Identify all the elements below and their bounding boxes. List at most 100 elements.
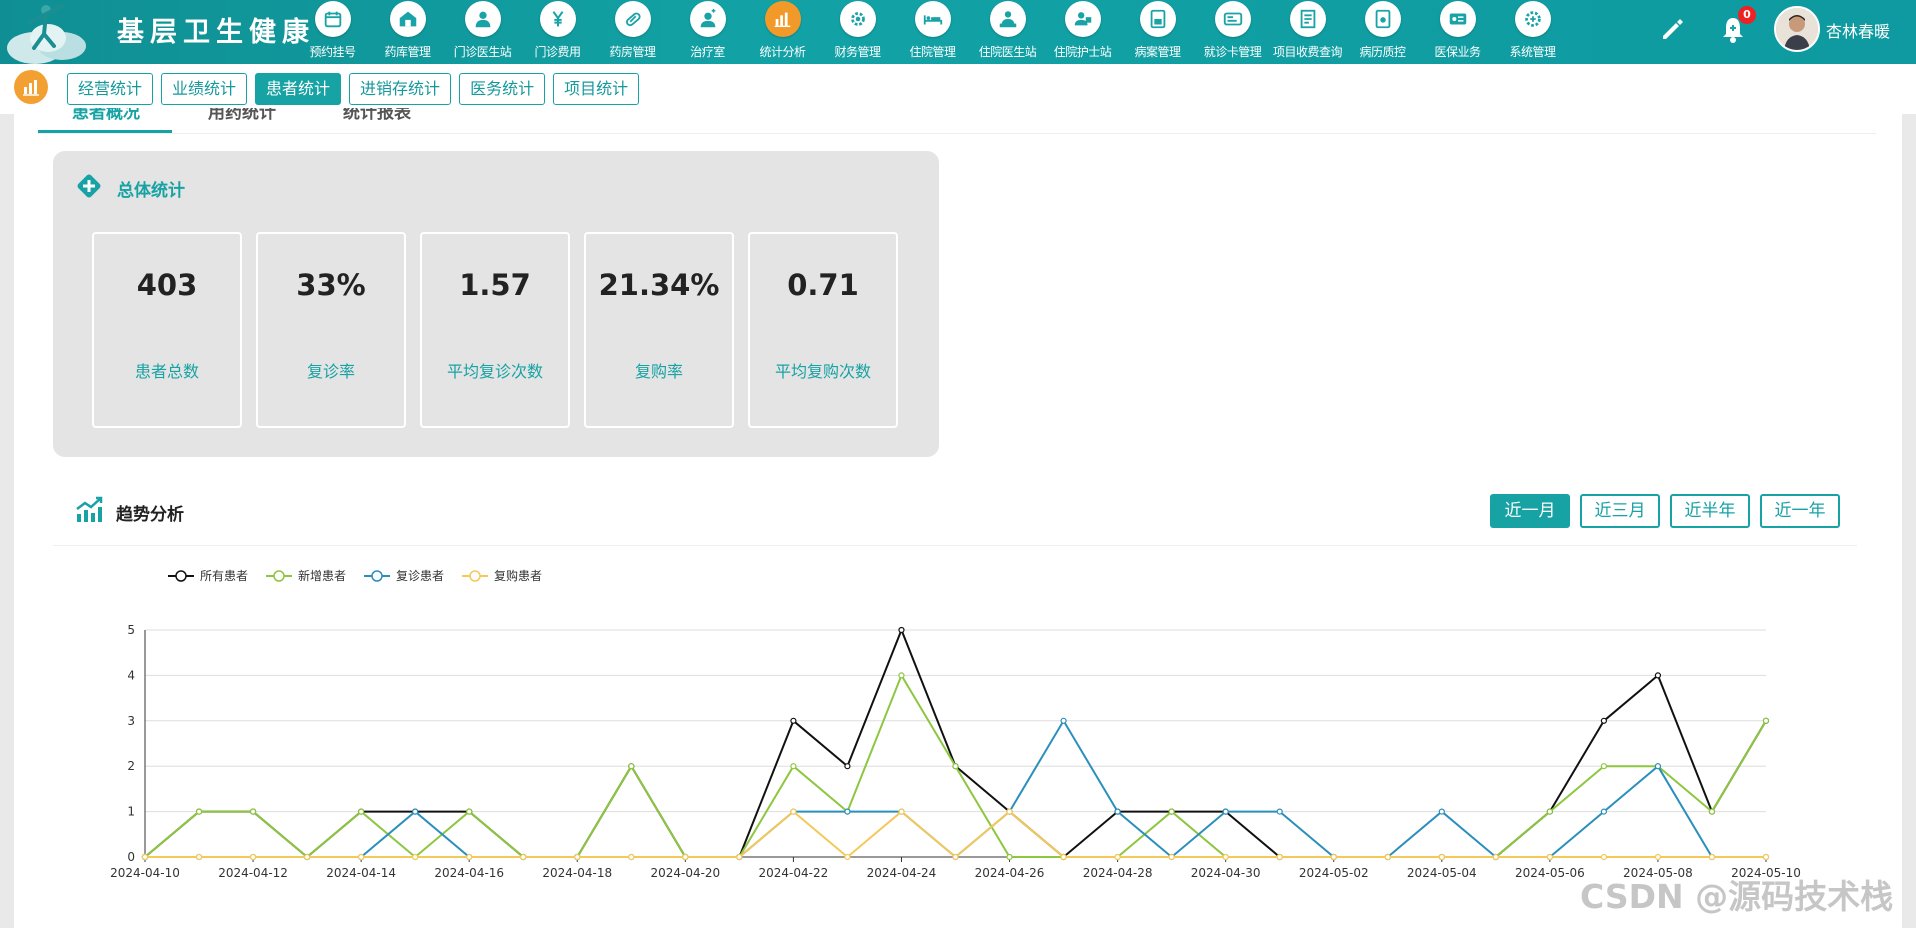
kpi-revisit-rate: 33% 复诊率 bbox=[256, 232, 406, 428]
data-point bbox=[1438, 853, 1445, 861]
data-point bbox=[1114, 808, 1121, 815]
warehouse-icon bbox=[389, 1, 426, 37]
nav-item-15[interactable]: 医保业务 bbox=[1420, 0, 1495, 64]
kpi-value: 0.71 bbox=[787, 268, 859, 302]
kpi-avg-repurchases: 0.71 平均复购次数 bbox=[748, 232, 898, 428]
data-point bbox=[1546, 853, 1553, 861]
data-point bbox=[898, 808, 905, 815]
data-point bbox=[844, 763, 851, 770]
nav-item-5[interactable]: 治疗室 bbox=[670, 0, 745, 64]
data-point bbox=[1060, 853, 1067, 861]
data-point bbox=[1654, 672, 1662, 679]
x-tick-label: 2024-04-28 bbox=[1083, 866, 1153, 880]
tab-medication-stats[interactable]: 用药统计 bbox=[208, 108, 276, 123]
statistics-subtabs: 经营统计 业绩统计 患者统计 进销存统计 医务统计 项目统计 bbox=[67, 73, 640, 105]
invoice-icon bbox=[1289, 1, 1326, 37]
nav-item-14[interactable]: 病历质控 bbox=[1345, 0, 1420, 64]
data-point bbox=[574, 853, 581, 861]
subtab-4[interactable]: 医务统计 bbox=[459, 73, 546, 105]
data-point bbox=[952, 763, 959, 770]
x-tick-label: 2024-04-18 bbox=[542, 866, 612, 880]
nav-item-13[interactable]: 项目收费查询 bbox=[1270, 0, 1345, 64]
legend-label: 复购患者 bbox=[494, 568, 542, 583]
tab-patient-overview[interactable]: 患者概况 bbox=[72, 108, 140, 123]
nav-item-label: 预约挂号 bbox=[309, 45, 356, 59]
range-button-2[interactable]: 近半年 bbox=[1670, 494, 1750, 528]
nav-item-2[interactable]: 门诊医生站 bbox=[445, 0, 520, 64]
data-point bbox=[1168, 853, 1175, 861]
bed-icon bbox=[914, 1, 951, 37]
subtab-2[interactable]: 患者统计 bbox=[255, 73, 342, 105]
x-tick-label: 2024-05-02 bbox=[1299, 866, 1369, 880]
subtab-5[interactable]: 项目统计 bbox=[553, 73, 640, 105]
nav-item-0[interactable]: 预约挂号 bbox=[295, 0, 370, 64]
range-button-3[interactable]: 近一年 bbox=[1760, 494, 1840, 528]
data-point bbox=[844, 853, 851, 861]
data-point bbox=[736, 853, 743, 861]
avatar[interactable] bbox=[1774, 6, 1820, 52]
user-name[interactable]: 杏林春暖 bbox=[1826, 22, 1891, 41]
x-tick-label: 2024-05-06 bbox=[1515, 866, 1585, 880]
trend-chart-icon bbox=[76, 496, 103, 522]
id-card-icon bbox=[1439, 1, 1476, 37]
nurse-icon bbox=[689, 1, 726, 37]
data-point bbox=[790, 808, 797, 815]
app-title: 基层卫生健康 bbox=[117, 17, 315, 48]
range-button-1[interactable]: 近三月 bbox=[1580, 494, 1660, 528]
kpi-value: 403 bbox=[136, 268, 198, 302]
x-tick-label: 2024-04-24 bbox=[867, 866, 937, 880]
subtab-0[interactable]: 经营统计 bbox=[67, 73, 154, 105]
nav-item-1[interactable]: 药库管理 bbox=[370, 0, 445, 64]
nav-item-8[interactable]: 住院管理 bbox=[895, 0, 970, 64]
main-nav: 预约挂号 药库管理 门诊医生站 门诊费用 药房管理 治疗室 统计分析 财务管理 住院管理 住院医生… bbox=[295, 0, 1570, 64]
data-point bbox=[1330, 853, 1337, 861]
series-line-0 bbox=[144, 627, 1767, 859]
kpi-repurchase-rate: 21.34% 复购率 bbox=[584, 232, 734, 428]
tab-stat-reports[interactable]: 统计报表 bbox=[343, 108, 411, 123]
nav-item-11[interactable]: 病案管理 bbox=[1120, 0, 1195, 64]
subtab-3[interactable]: 进销存统计 bbox=[349, 73, 452, 105]
y-tick-label: 1 bbox=[127, 805, 135, 819]
data-point bbox=[1006, 808, 1013, 815]
nav-item-12[interactable]: 就诊卡管理 bbox=[1195, 0, 1270, 64]
kpi-value: 1.57 bbox=[459, 268, 531, 302]
data-point bbox=[1384, 853, 1391, 861]
data-point bbox=[249, 853, 257, 861]
data-point bbox=[141, 853, 149, 861]
nav-item-3[interactable]: 门诊费用 bbox=[520, 0, 595, 64]
card-icon bbox=[1214, 1, 1251, 37]
legend-label: 新增患者 bbox=[298, 568, 346, 583]
nav-item-16[interactable]: 系统管理 bbox=[1495, 0, 1570, 64]
data-point bbox=[628, 763, 635, 770]
nav-item-9[interactable]: 住院医生站 bbox=[970, 0, 1045, 64]
data-point bbox=[1060, 717, 1067, 724]
data-point bbox=[249, 808, 257, 815]
data-point bbox=[412, 853, 419, 861]
data-point bbox=[1492, 853, 1499, 861]
page-tabs: 患者概况 用药统计 统计报表 bbox=[38, 108, 438, 134]
range-button-0[interactable]: 近一月 bbox=[1490, 494, 1570, 528]
y-tick-label: 5 bbox=[127, 623, 135, 637]
data-point bbox=[195, 808, 203, 815]
yen-icon bbox=[539, 1, 576, 37]
data-point bbox=[682, 853, 689, 861]
nav-item-label: 门诊医生站 bbox=[453, 45, 512, 59]
data-point bbox=[952, 853, 959, 861]
data-point bbox=[412, 808, 419, 815]
legend-label: 所有患者 bbox=[200, 569, 248, 583]
pencil-icon[interactable] bbox=[1657, 14, 1687, 44]
data-point bbox=[1276, 853, 1283, 861]
kpi-value: 21.34% bbox=[598, 268, 720, 302]
nav-item-6[interactable]: 统计分析 bbox=[745, 0, 820, 64]
bell-icon[interactable] bbox=[1718, 14, 1748, 44]
data-point bbox=[1600, 808, 1608, 815]
bar-chart-icon bbox=[764, 1, 801, 37]
kpi-avg-revisits: 1.57 平均复诊次数 bbox=[420, 232, 570, 428]
nav-item-7[interactable]: 财务管理 bbox=[820, 0, 895, 64]
nav-item-label: 住院护士站 bbox=[1053, 45, 1112, 59]
subtab-1[interactable]: 业绩统计 bbox=[161, 73, 248, 105]
data-point bbox=[898, 672, 905, 679]
nav-item-10[interactable]: 住院护士站 bbox=[1045, 0, 1120, 64]
nurse-card-icon bbox=[1064, 1, 1101, 37]
nav-item-4[interactable]: 药房管理 bbox=[595, 0, 670, 64]
